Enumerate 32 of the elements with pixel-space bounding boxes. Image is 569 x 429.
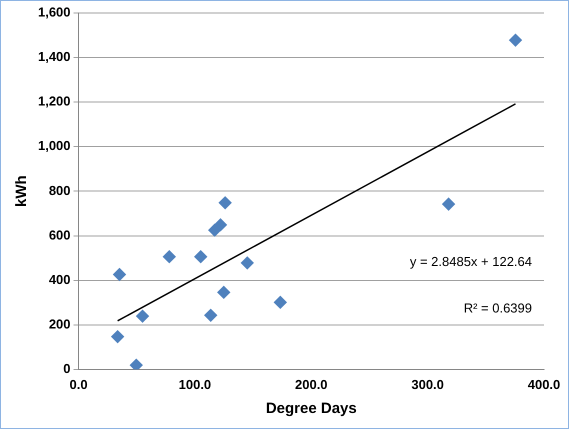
- point: [217, 286, 230, 299]
- y-tick-label: 1,400: [38, 49, 71, 64]
- annotation: R² = 0.6399: [464, 300, 532, 316]
- x-tick-label: 400.0: [528, 376, 560, 392]
- point: [111, 330, 124, 344]
- point: [218, 196, 232, 210]
- point: [130, 358, 143, 370]
- point: [274, 296, 287, 309]
- y-tick-label: 400: [48, 272, 71, 287]
- y-tick-label: 0: [63, 360, 71, 376]
- x-tick-label: 300.0: [411, 376, 444, 392]
- point: [112, 268, 126, 282]
- x-axis-title: Degree Days: [266, 400, 357, 418]
- point: [508, 34, 522, 47]
- y-tick-label: 1,200: [38, 94, 71, 109]
- y-tick-label: 800: [48, 182, 71, 198]
- point: [214, 218, 227, 232]
- point: [194, 250, 208, 264]
- x-tick-label: 0.0: [69, 376, 88, 392]
- point: [204, 308, 218, 322]
- x-tick-label: 200.0: [294, 376, 328, 392]
- annotation: y = 2.8485x + 122.64: [410, 254, 532, 270]
- point: [442, 198, 456, 211]
- y-tick-label: 1,000: [38, 138, 71, 154]
- point: [240, 256, 254, 270]
- x-tick-label: 100.0: [178, 376, 212, 392]
- point: [162, 250, 176, 264]
- y-tick-label: 1,600: [38, 4, 71, 20]
- y-tick-label: 200: [48, 316, 71, 332]
- y-axis-title: kWh: [13, 175, 30, 208]
- point: [136, 310, 150, 323]
- y-tick-label: 600: [48, 227, 71, 242]
